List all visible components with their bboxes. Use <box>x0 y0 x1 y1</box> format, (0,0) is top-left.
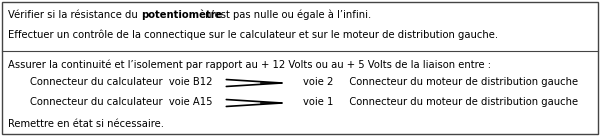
Text: n’est pas nulle ou égale à l’infini.: n’est pas nulle ou égale à l’infini. <box>202 10 371 21</box>
Text: Connecteur du calculateur  voie A15: Connecteur du calculateur voie A15 <box>30 97 212 107</box>
Text: Vérifier si la résistance du: Vérifier si la résistance du <box>8 10 141 20</box>
Text: Connecteur du calculateur  voie B12: Connecteur du calculateur voie B12 <box>30 77 212 87</box>
Text: Remettre en état si nécessaire.: Remettre en état si nécessaire. <box>8 119 164 129</box>
Text: voie 1: voie 1 <box>303 97 334 107</box>
Text: Effectuer un contrôle de la connectique sur le calculateur et sur le moteur de d: Effectuer un contrôle de la connectique … <box>8 30 498 41</box>
Text: potentiomètre: potentiomètre <box>141 10 223 21</box>
Text: Assurer la continuité et l’isolement par rapport au + 12 Volts ou au + 5 Volts d: Assurer la continuité et l’isolement par… <box>8 59 491 69</box>
Text: Connecteur du moteur de distribution gauche: Connecteur du moteur de distribution gau… <box>340 77 578 87</box>
Text: Connecteur du moteur de distribution gauche: Connecteur du moteur de distribution gau… <box>340 97 578 107</box>
Text: voie 2: voie 2 <box>303 77 334 87</box>
